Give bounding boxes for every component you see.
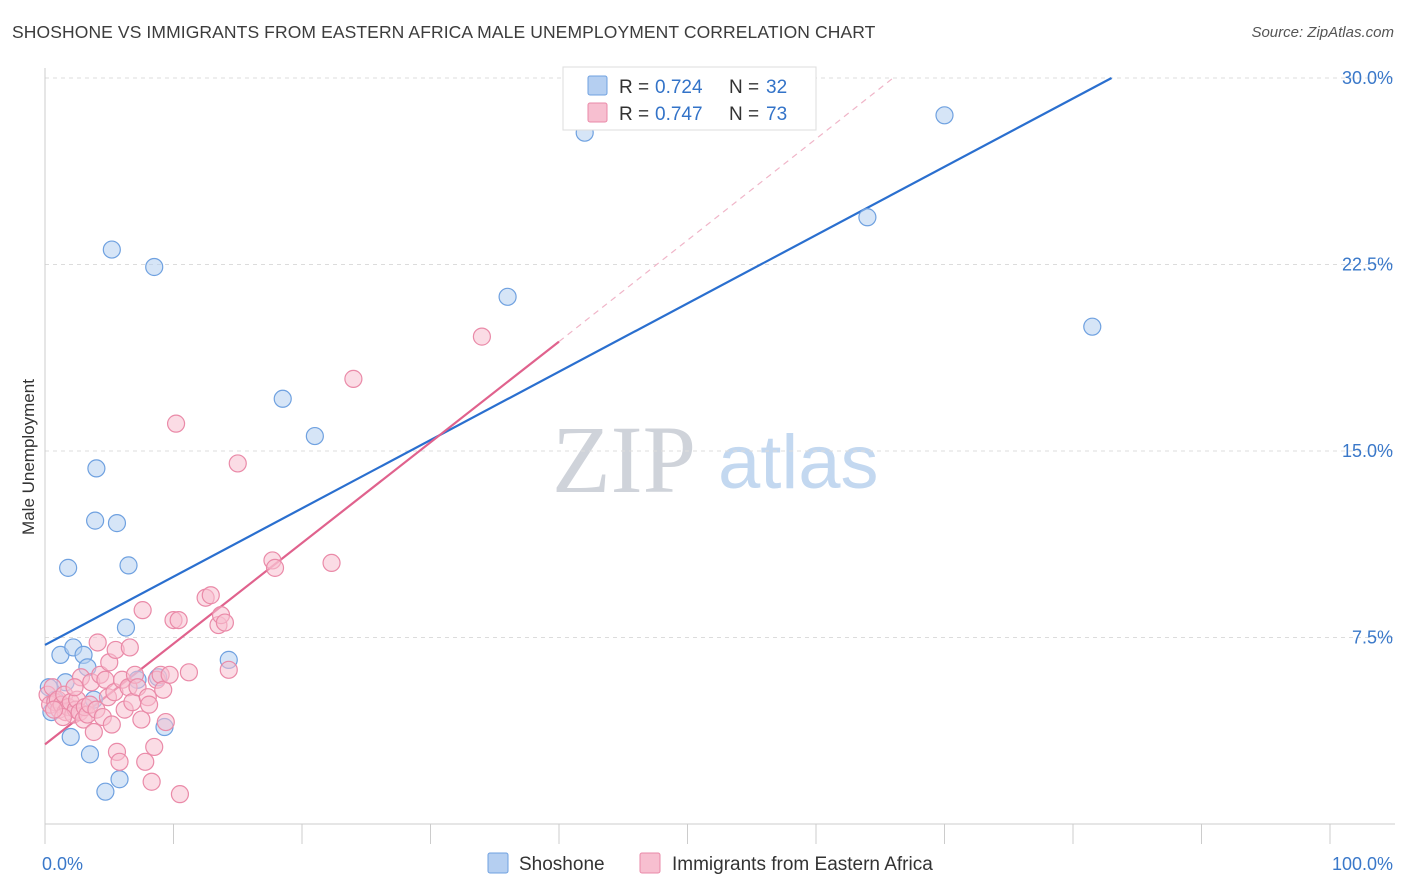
point-eastern-africa-56 — [179, 663, 199, 682]
legend-n-label-1: N = — [729, 77, 759, 98]
chart-source: Source: ZipAtlas.com — [1251, 24, 1394, 41]
trend-extension-eastern-africa — [558, 77, 894, 343]
point-shoshone-10 — [80, 745, 100, 764]
point-eastern-africa-58 — [201, 586, 220, 605]
point-eastern-africa-66 — [265, 558, 285, 577]
point-eastern-africa-46 — [142, 772, 161, 791]
point-eastern-africa-69 — [472, 327, 491, 346]
point-eastern-africa-61 — [215, 613, 234, 632]
y-tick-label-0: 7.5% — [1352, 628, 1393, 648]
point-eastern-africa-63 — [228, 454, 247, 473]
point-eastern-africa-45 — [139, 695, 159, 714]
point-eastern-africa-21 — [84, 722, 103, 742]
point-eastern-africa-52 — [160, 665, 179, 684]
chart-title: SHOSHONE VS IMMIGRANTS FROM EASTERN AFRI… — [12, 22, 876, 42]
point-eastern-africa-72 — [44, 700, 64, 719]
data-points — [38, 106, 1102, 804]
point-shoshone-16 — [107, 514, 127, 533]
point-eastern-africa-43 — [136, 752, 155, 771]
point-eastern-africa-55 — [169, 610, 188, 630]
gridlines — [45, 77, 1395, 638]
point-shoshone-26 — [305, 426, 324, 446]
point-eastern-africa-51 — [156, 712, 175, 732]
point-shoshone-17 — [110, 770, 129, 789]
point-eastern-africa-64 — [170, 785, 190, 804]
x-tick-label-1: 100.0% — [1332, 854, 1393, 874]
point-shoshone-15 — [102, 240, 121, 259]
legend-r-label-1: R = — [619, 77, 649, 98]
point-eastern-africa-62 — [219, 660, 238, 679]
point-shoshone-19 — [119, 556, 138, 575]
y-tick-label-2: 22.5% — [1342, 255, 1393, 275]
bottom-legend-swatch-shoshone — [487, 852, 509, 874]
watermark-atlas: atlas — [718, 420, 879, 505]
point-shoshone-25 — [273, 389, 292, 408]
legend-swatch-shoshone — [587, 75, 608, 96]
legend-r-label-2: R = — [619, 104, 649, 125]
y-axis-label: Male Unemployment — [19, 379, 38, 535]
bottom-legend: Shoshone Immigrants from Eastern Africa — [487, 852, 933, 875]
point-eastern-africa-41 — [132, 710, 151, 729]
bottom-legend-label-shoshone: Shoshone — [519, 854, 605, 875]
point-eastern-africa-68 — [344, 369, 363, 388]
y-tick-label-3: 30.0% — [1342, 68, 1393, 88]
legend-r-value-2: 0.747 — [655, 104, 703, 125]
point-eastern-africa-42 — [133, 601, 152, 620]
legend-r-value-1: 0.724 — [655, 77, 703, 98]
y-tick-labels: 7.5% 15.0% 22.5% 30.0% — [1342, 68, 1393, 648]
point-eastern-africa-67 — [322, 553, 341, 573]
legend-swatch-eastern-africa — [587, 102, 608, 123]
point-shoshone-18 — [116, 618, 136, 637]
point-shoshone-29 — [858, 208, 877, 227]
bottom-legend-label-eastern-africa: Immigrants from Eastern Africa — [672, 854, 933, 875]
point-eastern-africa-71 — [65, 678, 84, 697]
point-eastern-africa-33 — [110, 752, 129, 771]
point-shoshone-6 — [61, 727, 80, 747]
bottom-legend-swatch-eastern-africa — [639, 852, 661, 874]
y-tick-label-1: 15.0% — [1342, 441, 1393, 461]
point-eastern-africa-37 — [120, 638, 139, 657]
trend-line-shoshone — [44, 77, 1113, 646]
legend-n-value-2: 73 — [766, 104, 787, 125]
point-shoshone-5 — [59, 558, 78, 577]
point-eastern-africa-47 — [145, 737, 164, 757]
point-shoshone-31 — [1083, 317, 1102, 336]
point-shoshone-13 — [87, 459, 106, 478]
point-eastern-africa-54 — [166, 414, 186, 433]
point-shoshone-14 — [96, 782, 115, 801]
point-eastern-africa-23 — [88, 633, 107, 652]
legend-n-label-2: N = — [729, 104, 759, 125]
legend-n-value-1: 32 — [766, 77, 787, 98]
point-eastern-africa-29 — [102, 715, 121, 734]
point-shoshone-21 — [145, 257, 164, 277]
x-tick-labels: 0.0% 100.0% — [42, 854, 1393, 874]
point-shoshone-27 — [498, 287, 517, 306]
watermark-zip: ZIP — [552, 406, 696, 513]
point-shoshone-30 — [935, 106, 954, 125]
top-legend: R = 0.724 N = 32 R = 0.747 N = 73 — [562, 66, 817, 131]
x-tick-label-0: 0.0% — [42, 854, 83, 874]
point-shoshone-12 — [86, 511, 105, 530]
